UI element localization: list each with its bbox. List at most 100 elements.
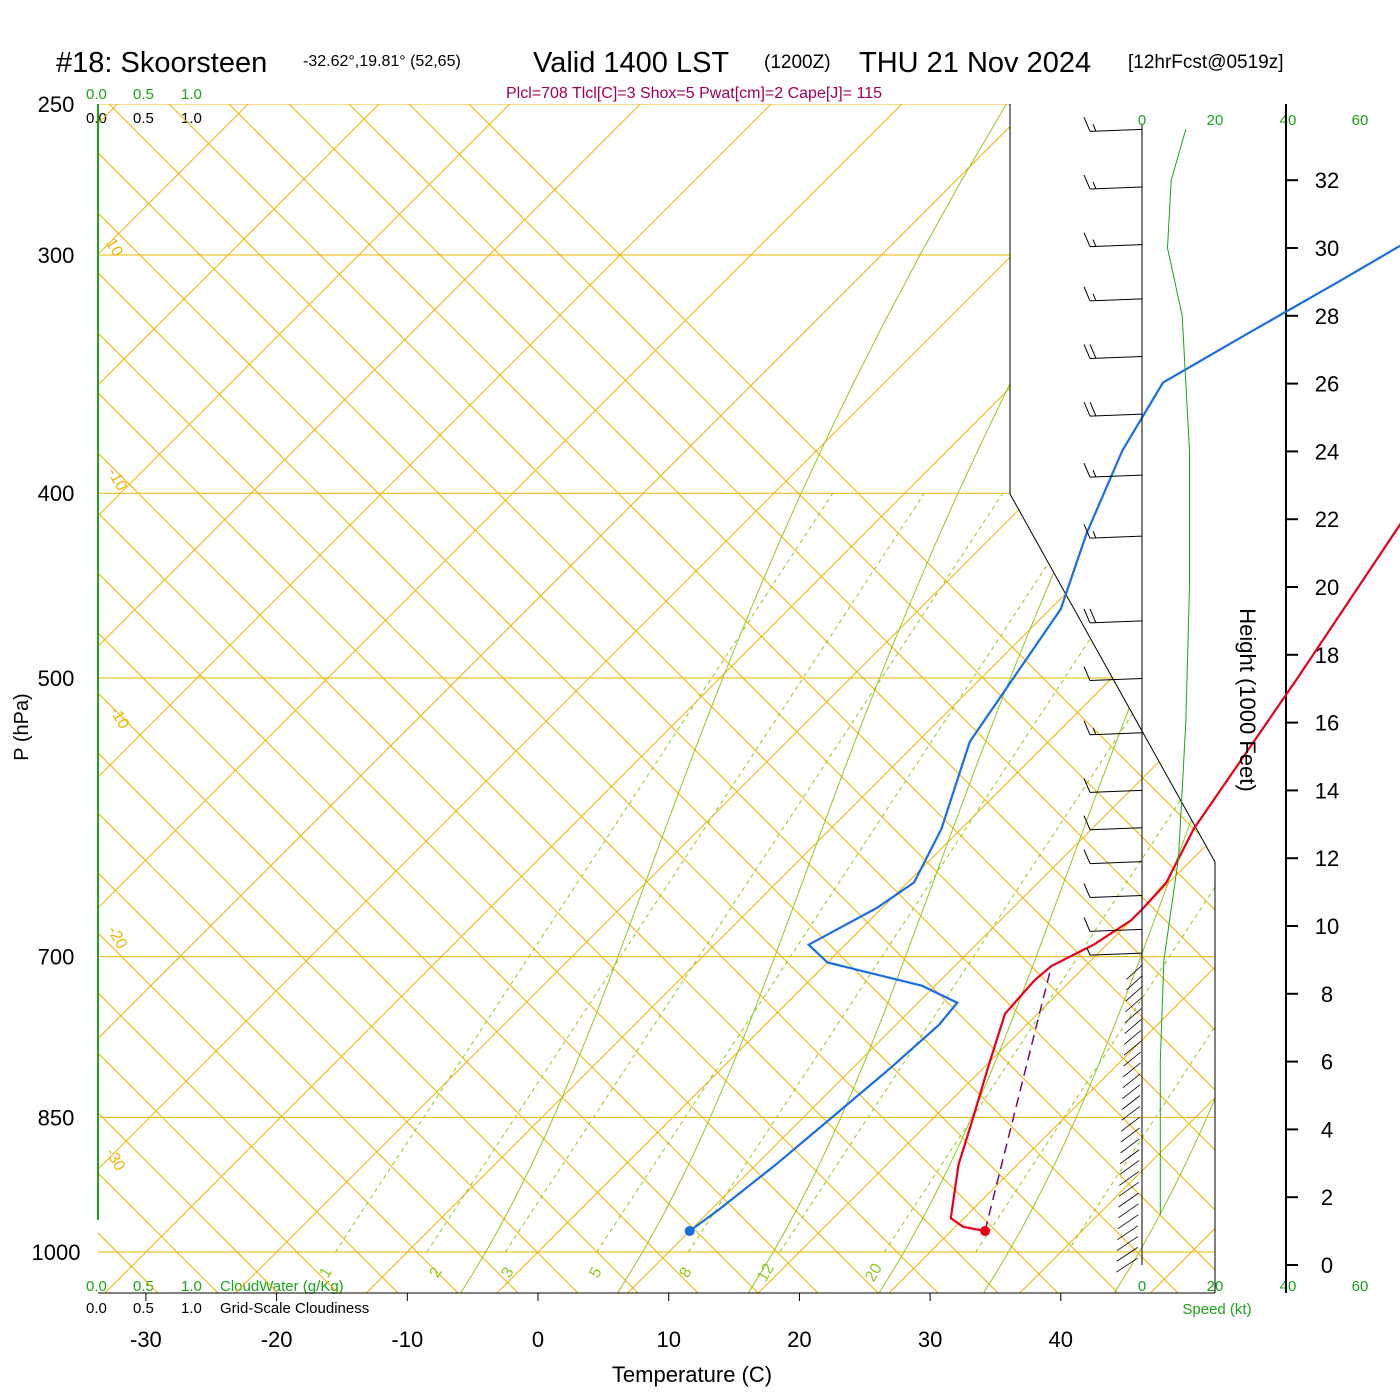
plot-boundary xyxy=(1009,104,1216,1293)
barb-flag-full xyxy=(1083,778,1091,793)
dry-adiabat-line xyxy=(98,104,999,1293)
barb-shaft xyxy=(1089,894,1143,898)
wind-barb xyxy=(1083,462,1143,478)
barb-shaft xyxy=(1089,952,1143,956)
barb-shaft xyxy=(1089,474,1143,478)
low-barb-line xyxy=(1121,1106,1141,1121)
barb-flag-half xyxy=(1092,469,1097,478)
barb-flag-full xyxy=(1083,232,1091,247)
barb-flag-half xyxy=(1092,181,1097,190)
pressure-tick-label: 850 xyxy=(38,1105,75,1130)
x-tick-label: 20 xyxy=(787,1327,811,1352)
low-barb-line xyxy=(1126,965,1143,980)
isotherm-label: -30 xyxy=(102,1145,128,1174)
barb-shaft xyxy=(1089,355,1143,359)
surface-dewpoint-dot xyxy=(684,1226,695,1237)
dry-adiabat-line xyxy=(107,104,1215,1293)
barb-flag-full xyxy=(1083,849,1091,864)
wind-panel xyxy=(1083,117,1190,1273)
barb-flag-full xyxy=(1089,608,1097,624)
low-barb-line xyxy=(1116,1247,1138,1262)
dry-adiabat-line xyxy=(98,104,819,1293)
low-barb-line xyxy=(1124,1008,1142,1024)
low-barb-line xyxy=(1119,1160,1140,1175)
barb-shaft xyxy=(1089,535,1143,539)
isotherm-label: -10 xyxy=(106,703,132,732)
low-barb-line xyxy=(1120,1138,1140,1154)
barb-shaft xyxy=(1089,186,1143,190)
wind-barb xyxy=(1083,849,1143,865)
low-barb-line xyxy=(1120,1116,1140,1132)
dry-adiabat-line xyxy=(98,104,339,1293)
barb-shaft xyxy=(1089,861,1143,865)
height-tick-label: 16 xyxy=(1315,711,1339,736)
wind-barb xyxy=(1086,947,1143,956)
height-tick-label: 10 xyxy=(1315,914,1339,939)
barb-flag-full xyxy=(1083,666,1091,681)
low-barb-line xyxy=(1119,1149,1140,1165)
barb-shaft xyxy=(1089,827,1143,831)
wind-barb xyxy=(1083,608,1143,624)
speed-tick: 40 xyxy=(1280,1278,1297,1295)
height-tick-label: 20 xyxy=(1315,575,1339,600)
barb-flag-half xyxy=(1092,727,1097,735)
wind-barb xyxy=(1083,666,1143,682)
scale-label: 0.5 xyxy=(133,86,154,103)
mixing-ratio-label: 5 xyxy=(587,1265,606,1281)
height-tick-label: 8 xyxy=(1321,982,1333,1007)
cloudiness-label: Grid-Scale Cloudiness xyxy=(220,1300,369,1317)
moist-adiabat-line xyxy=(617,104,1164,1293)
scale-label: 0.0 xyxy=(86,1300,107,1317)
mixing-ratio-label: 3 xyxy=(499,1265,518,1281)
indices-line: Plcl=708 Tlcl[C]=3 Shox=5 Pwat[cm]=2 Cap… xyxy=(506,85,882,102)
isotherm-label: 20 xyxy=(1103,635,1140,672)
speed-label: Speed (kt) xyxy=(1182,1301,1251,1318)
pressure-tick-label: 1000 xyxy=(32,1240,81,1265)
low-level-barb-cluster xyxy=(1116,965,1143,1273)
isotherm-line xyxy=(98,104,1198,1293)
low-barb-line xyxy=(1122,1073,1141,1089)
low-barb-line xyxy=(1121,1095,1141,1110)
x-tick-label: 10 xyxy=(656,1327,680,1352)
mixing-ratio-label: 20 xyxy=(862,1261,886,1285)
isotherm-line xyxy=(98,104,1067,1293)
height-tick-label: 12 xyxy=(1315,846,1339,871)
height-tick-label: 26 xyxy=(1315,372,1339,397)
station-title: #18: Skoorsteen xyxy=(56,47,267,79)
wind-barb xyxy=(1083,232,1143,248)
pressure-tick-label: 500 xyxy=(38,666,75,691)
axes: -30 -20 -10 0 10 20 30 402503004005007008501000… xyxy=(32,92,1340,1352)
pressure-tick-label: 400 xyxy=(38,481,75,506)
barb-flag-half xyxy=(1092,293,1097,302)
barb-flag-full xyxy=(1083,344,1091,359)
dry-adiabat-line xyxy=(347,104,1215,1293)
dewpoint-line xyxy=(689,244,1400,1232)
isotherm-line xyxy=(197,104,1215,1293)
isotherm-line xyxy=(98,104,806,1293)
dry-adiabat-line xyxy=(98,104,519,1293)
profiles xyxy=(684,244,1400,1237)
barb-flag-full xyxy=(1089,401,1097,417)
barb-flag-half xyxy=(1092,124,1097,132)
low-barb-line xyxy=(1118,1192,1139,1208)
barb-flag-full xyxy=(1083,883,1091,898)
wind-barb xyxy=(1083,286,1143,302)
dry-adiabat-line xyxy=(467,104,1215,1293)
forecast-date: THU 21 Nov 2024 xyxy=(859,47,1091,79)
speed-tick: 20 xyxy=(1207,112,1224,129)
barb-flag-full xyxy=(1083,815,1091,830)
x-tick-label: -10 xyxy=(391,1327,423,1352)
low-barb-line xyxy=(1122,1062,1141,1078)
low-barb-line xyxy=(1120,1127,1140,1143)
isotherm-line xyxy=(98,104,936,1293)
temperature-line xyxy=(949,522,1400,1233)
speed-tick: 60 xyxy=(1352,112,1369,129)
isotherm-line xyxy=(720,104,1215,1293)
moist-adiabat-line xyxy=(460,104,1007,1293)
isotherm-label: -10 xyxy=(104,465,130,494)
dry-adiabat-line xyxy=(287,104,1215,1293)
barb-flag-full xyxy=(1083,523,1091,539)
dry-adiabat-line xyxy=(98,104,399,1293)
